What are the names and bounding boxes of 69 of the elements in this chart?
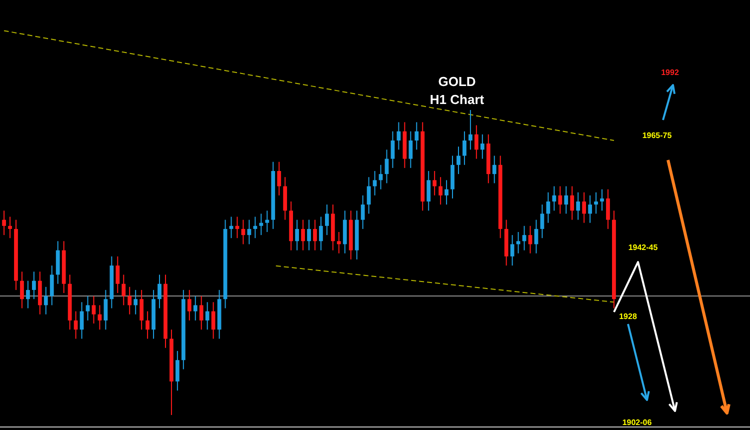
- candlestick: [158, 274, 162, 309]
- candlestick: [253, 216, 258, 239]
- candlestick: [205, 302, 210, 330]
- candlestick: [588, 194, 592, 224]
- candlestick: [576, 192, 580, 220]
- candlestick: [104, 289, 108, 330]
- candlestick: [438, 176, 442, 206]
- candlestick: [552, 186, 556, 212]
- candlestick: [313, 219, 317, 251]
- candlestick: [44, 286, 48, 315]
- candlestick: [324, 204, 329, 236]
- candlestick: [594, 192, 598, 214]
- candlestick: [116, 256, 120, 294]
- candlestick: [50, 265, 54, 306]
- candlestick: [510, 234, 514, 266]
- text: 1902-06: [622, 418, 652, 427]
- candlestick: [408, 130, 413, 168]
- candlestick: [390, 130, 395, 168]
- candlestick: [540, 204, 544, 239]
- candlestick: [582, 192, 586, 224]
- candlestick: [211, 302, 216, 340]
- candlestick: [176, 350, 180, 392]
- candlestick: [546, 192, 550, 224]
- text: 1965-75: [642, 131, 672, 140]
- candlestick: [122, 274, 126, 306]
- candlestick: [414, 122, 419, 150]
- candlestick: [432, 170, 437, 196]
- candlestick: [128, 286, 132, 315]
- candlestick: [307, 219, 311, 251]
- candlestick: [32, 271, 36, 300]
- candlestick: [301, 219, 305, 251]
- candlestick: [92, 296, 96, 324]
- candlestick: [259, 213, 264, 236]
- candlestick: [492, 155, 496, 184]
- candlestick: [187, 289, 192, 321]
- candlestick: [480, 134, 484, 160]
- candlestick: [199, 296, 204, 330]
- candlestick: [570, 186, 574, 220]
- candlestick: [140, 289, 144, 330]
- candlestick: [336, 232, 341, 254]
- candlestick: [26, 280, 30, 309]
- candlestick: [372, 170, 377, 196]
- candlestick: [2, 210, 6, 236]
- text: 1942-45: [628, 243, 658, 252]
- candlestick: [319, 216, 323, 251]
- candlestick: [468, 110, 472, 150]
- candlestick: [193, 296, 198, 321]
- candlestick: [474, 124, 478, 160]
- candlestick: [295, 219, 299, 251]
- text: 1928: [619, 312, 638, 321]
- candlestick: [86, 296, 90, 321]
- candlestick: [426, 170, 431, 212]
- candlestick: [606, 188, 610, 230]
- candlestick: [600, 188, 604, 212]
- candlestick: [564, 186, 568, 214]
- candlestick: [20, 271, 24, 309]
- candlestick: [360, 194, 365, 230]
- candlestick: [462, 130, 466, 166]
- candlestick: [277, 161, 282, 196]
- candlestick: [444, 180, 448, 206]
- candlestick: [134, 289, 138, 315]
- chart-title: GOLD: [438, 74, 476, 89]
- candlestick: [146, 310, 150, 340]
- candlestick: [456, 146, 460, 175]
- chart-subtitle: H1 Chart: [430, 92, 485, 107]
- candlestick: [265, 210, 270, 232]
- candlestick: [558, 186, 562, 214]
- candlestick: [8, 216, 12, 239]
- text: 1992: [661, 68, 680, 77]
